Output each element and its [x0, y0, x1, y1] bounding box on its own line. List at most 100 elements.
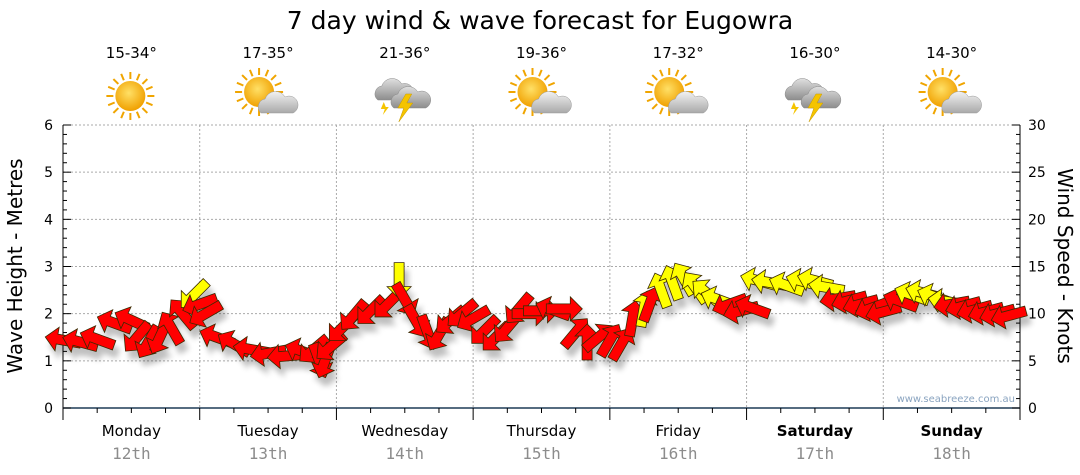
- sun-ray-icon: [112, 107, 120, 114]
- day-column-friday: 17-32° Friday 16th: [645, 44, 709, 463]
- sun-ray-icon: [135, 73, 141, 81]
- sun-ray-icon: [932, 107, 938, 115]
- cloud-icon: [258, 91, 299, 114]
- sun-ray-icon: [145, 101, 153, 107]
- sun-ray-icon: [135, 111, 141, 119]
- y2-tick-label: 20: [1028, 212, 1046, 228]
- storm-icon: [374, 78, 431, 123]
- sun-ray-icon: [248, 107, 254, 115]
- sun-ray-icon: [932, 69, 938, 77]
- day-temperature: 16-30°: [789, 44, 840, 62]
- partly-cloudy-icon: [918, 68, 982, 116]
- sun-ray-icon: [107, 101, 116, 107]
- sun-ray-icon: [241, 103, 248, 110]
- day-column-saturday: 16-30° Saturday 17th: [777, 44, 854, 463]
- y-tick-label: 3: [44, 260, 53, 276]
- day-temperature: 21-36°: [379, 44, 430, 62]
- wind-arrow: [808, 273, 846, 300]
- sun-ray-icon: [236, 97, 244, 103]
- sun-ray-icon: [920, 81, 928, 87]
- cloud-icon: [531, 91, 572, 114]
- sun-ray-icon: [924, 103, 932, 110]
- sun-ray-icon: [646, 81, 654, 87]
- y-axis-label-right: Wind Speed - Knots: [1053, 168, 1077, 364]
- day-column-sunday: 14-30° Sunday 18th: [918, 44, 983, 463]
- sun-ray-icon: [651, 103, 658, 110]
- sun-ray-icon: [274, 81, 282, 87]
- chart-title: 7 day wind & wave forecast for Eugowra: [287, 6, 793, 35]
- sun-ray-icon: [920, 97, 928, 103]
- day-column-monday: 15-34° Monday 12th: [102, 44, 161, 463]
- sun-icon: [115, 81, 146, 111]
- sun-ray-icon: [270, 74, 277, 81]
- sun-ray-icon: [236, 81, 244, 87]
- wind-arrow: [990, 304, 1028, 330]
- day-name: Monday: [102, 422, 161, 440]
- sun-ray-icon: [674, 69, 680, 77]
- cloud-icon: [941, 91, 982, 114]
- sun-ray-icon: [120, 111, 125, 119]
- sun-ray-icon: [948, 69, 953, 77]
- day-column-thursday: 19-36° Thursday 15th: [506, 44, 577, 463]
- wind-arrow: [79, 325, 117, 351]
- sun-ray-icon: [651, 74, 658, 81]
- day-date: 15th: [522, 444, 561, 463]
- y2-tick-label: 5: [1028, 354, 1037, 370]
- sun-ray-icon: [248, 69, 254, 77]
- day-temperature: 19-36°: [516, 44, 567, 62]
- sun-ray-icon: [547, 81, 556, 87]
- cloud-icon: [668, 91, 709, 114]
- sun-ray-icon: [538, 69, 543, 77]
- day-date: 12th: [112, 444, 151, 463]
- day-date: 13th: [249, 444, 288, 463]
- day-name: Wednesday: [361, 422, 448, 440]
- sun-ray-icon: [241, 74, 248, 81]
- sun-ray-icon: [141, 107, 149, 114]
- lightning-icon: [790, 102, 799, 115]
- wind-arrow: [339, 298, 370, 330]
- day-name: Tuesday: [237, 422, 299, 440]
- day-temperature: 14-30°: [926, 44, 977, 62]
- sun-ray-icon: [924, 74, 932, 81]
- sun-ray-icon: [514, 74, 522, 81]
- y-tick-label: 2: [44, 307, 53, 323]
- y2-tick-label: 30: [1028, 118, 1046, 134]
- y-tick-label: 1: [44, 354, 53, 370]
- sun-ray-icon: [659, 107, 664, 115]
- sun-ray-icon: [120, 73, 125, 81]
- partly-cloudy-icon: [235, 68, 299, 116]
- watermark[interactable]: www.seabreeze.com.au: [897, 394, 1015, 405]
- sun-ray-icon: [680, 74, 687, 81]
- lightning-icon: [397, 93, 414, 123]
- day-date: 17th: [796, 444, 835, 463]
- sun-ray-icon: [509, 97, 518, 103]
- day-temperature: 15-34°: [106, 44, 157, 62]
- day-date: 14th: [386, 444, 425, 463]
- wind-arrow: [545, 295, 583, 322]
- y2-tick-label: 10: [1028, 307, 1046, 323]
- day-temperature: 17-35°: [243, 44, 294, 62]
- lightning-icon: [380, 102, 389, 115]
- sun-ray-icon: [646, 97, 654, 103]
- sun-ray-icon: [957, 81, 966, 87]
- wind-arrow: [189, 299, 225, 328]
- day-name: Saturday: [777, 422, 854, 440]
- partly-cloudy-icon: [508, 68, 572, 116]
- day-name: Sunday: [920, 422, 983, 440]
- day-column-tuesday: 17-35° Tuesday 13th: [235, 44, 299, 463]
- wind-arrow: [734, 293, 772, 320]
- y-tick-label: 0: [44, 401, 53, 417]
- sun-ray-icon: [107, 85, 116, 91]
- sun-ray-icon: [141, 78, 149, 85]
- sun-ray-icon: [509, 81, 518, 87]
- day-column-wednesday: 21-36° Wednesday 14th: [361, 44, 448, 463]
- sun-ray-icon: [522, 107, 527, 115]
- wind-arrow: [457, 304, 492, 333]
- day-name: Thursday: [506, 422, 577, 440]
- day-date: 18th: [932, 444, 971, 463]
- sun-ray-icon: [522, 69, 527, 77]
- sun-ray-icon: [264, 69, 270, 77]
- day-date: 16th: [659, 444, 698, 463]
- sunny-icon: [106, 72, 155, 120]
